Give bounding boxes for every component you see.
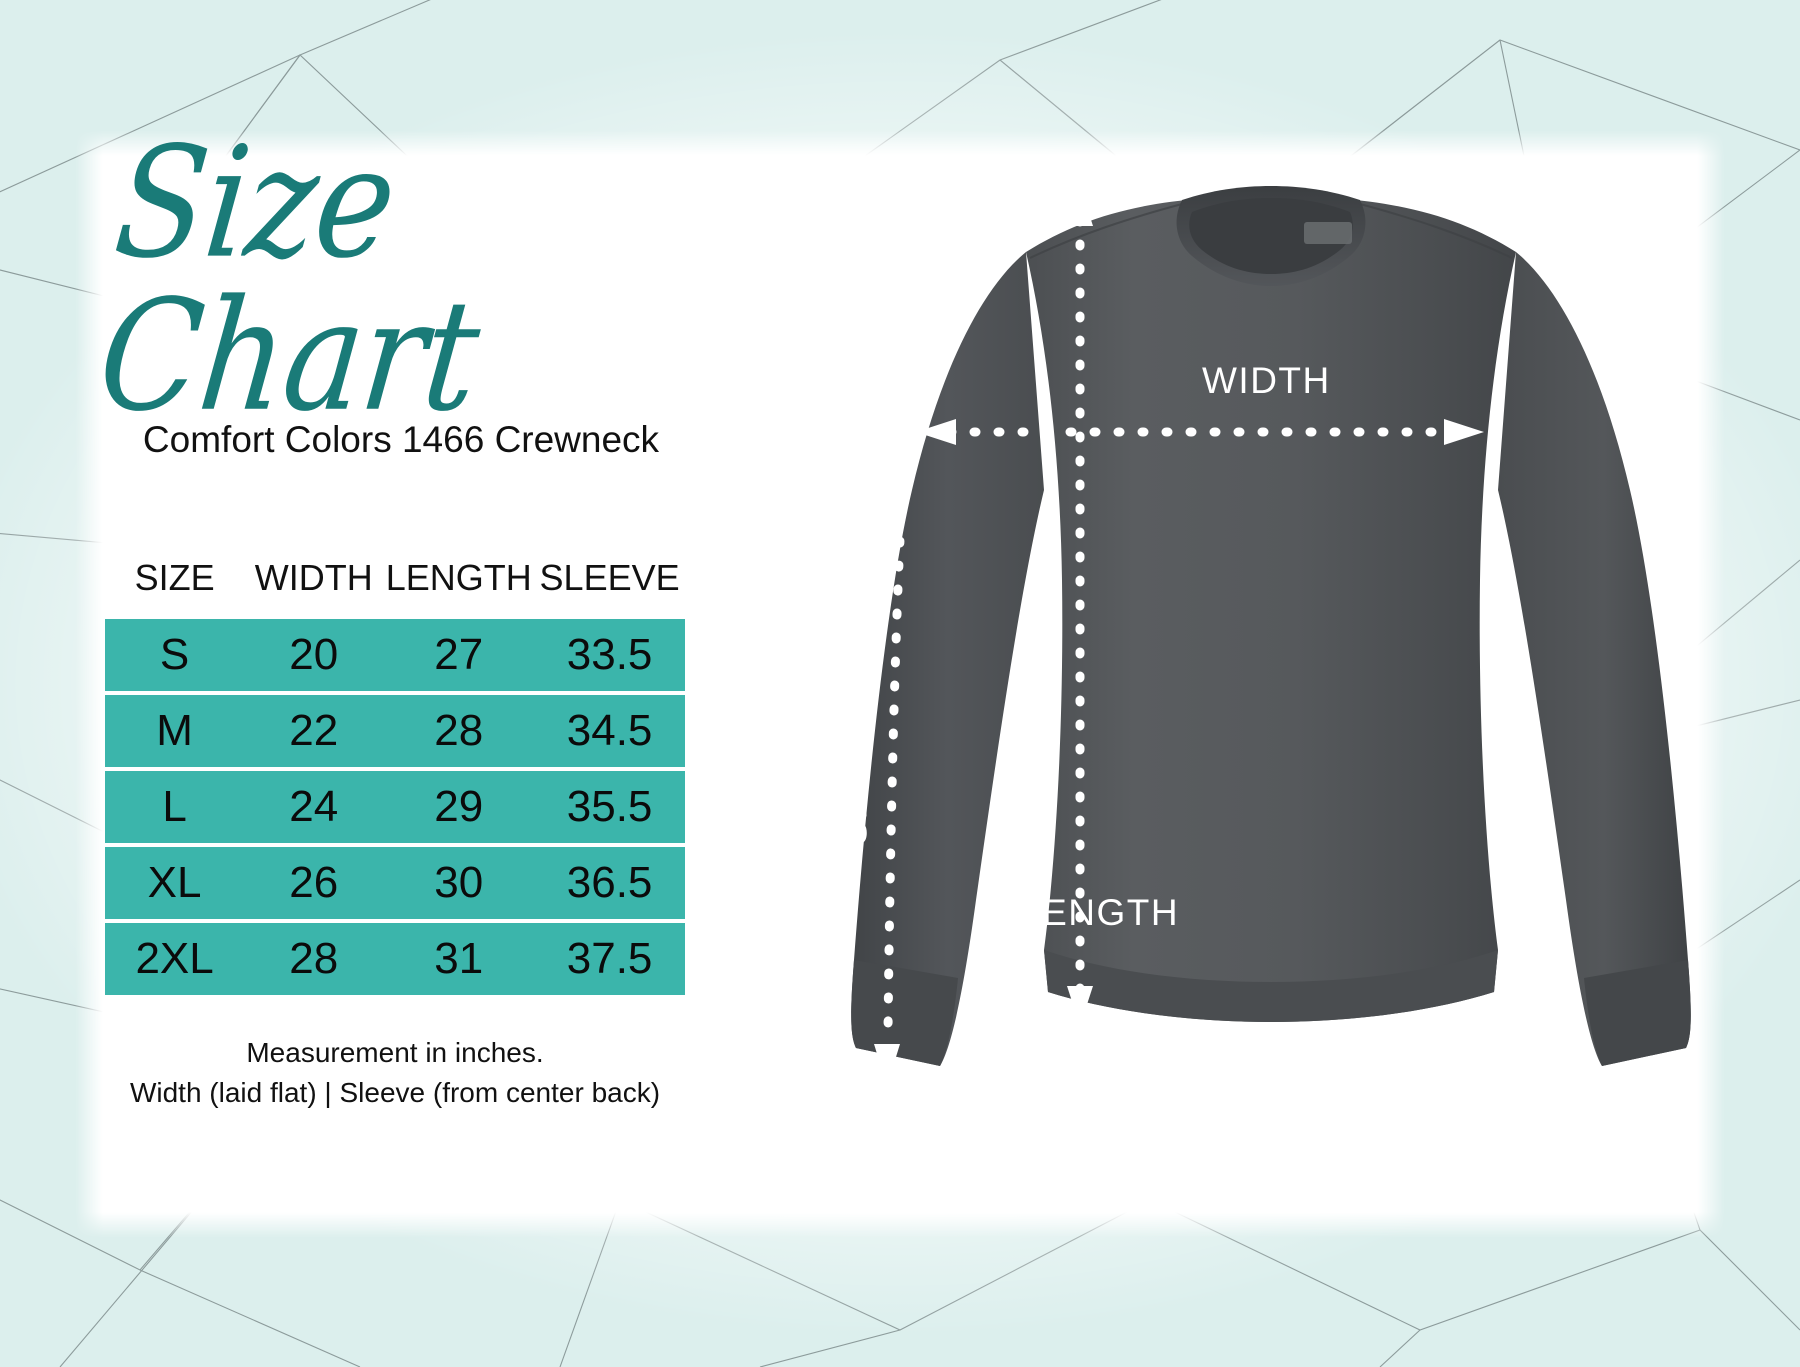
length-arrow-bottom xyxy=(1067,986,1093,1026)
cell-width: 26 xyxy=(244,847,384,919)
cell-sleeve: 37.5 xyxy=(534,923,685,995)
cell-width: 20 xyxy=(244,619,384,691)
measurement-footnote: Measurement in inches. Width (laid flat)… xyxy=(95,1033,695,1113)
column-header-length: LENGTH xyxy=(385,557,532,598)
cell-length: 30 xyxy=(383,847,535,919)
column-header-sleeve: SLEEVE xyxy=(539,557,680,598)
sweatshirt-svg xyxy=(851,186,1691,1086)
column-header-width: WIDTH xyxy=(254,557,373,598)
cell-size: L xyxy=(105,771,245,843)
page-title: Size Chart xyxy=(91,114,487,446)
left-sleeve xyxy=(851,252,1044,1066)
cell-size: XL xyxy=(105,847,245,919)
width-arrow-right xyxy=(1444,419,1484,445)
annotation-label-sleeve: SLEEVE xyxy=(833,692,875,846)
width-arrow-left xyxy=(916,419,956,445)
column-header-size: SIZE xyxy=(134,557,215,598)
cell-sleeve: 34.5 xyxy=(534,695,685,767)
product-subtitle: Comfort Colors 1466 Crewneck xyxy=(142,419,660,460)
cell-length: 29 xyxy=(383,771,535,843)
brand-tag xyxy=(1304,222,1352,244)
cell-length: 31 xyxy=(383,923,535,995)
cell-size: 2XL xyxy=(105,923,245,995)
annotation-label-length: LENGTH xyxy=(1020,892,1180,933)
cell-sleeve: 33.5 xyxy=(534,619,685,691)
left-cuff xyxy=(851,960,958,1066)
chart-info-panel: Size Chart Comfort Colors 1466 Crewneck … xyxy=(92,114,795,1175)
right-cuff xyxy=(1584,960,1691,1066)
cell-width: 24 xyxy=(244,771,384,843)
table-row: XL 26 30 36.5 xyxy=(105,847,685,919)
annotation-label-width: WIDTH xyxy=(1202,360,1331,401)
sweatshirt-body xyxy=(1026,196,1516,1022)
cell-width: 22 xyxy=(244,695,384,767)
sleeve-dotted-arm xyxy=(883,273,925,1035)
sleeve-arrow-bottom xyxy=(874,1044,900,1086)
size-measurements-table: SIZE WIDTH LENGTH SLEEVE S 20 27 33.5 M … xyxy=(105,553,685,999)
table-header-row: SIZE WIDTH LENGTH SLEEVE xyxy=(105,557,685,615)
right-sleeve xyxy=(1498,252,1691,1066)
sleeve-dotted-shoulder xyxy=(921,203,1063,275)
table-row: L 24 29 35.5 xyxy=(105,771,685,843)
cell-size: S xyxy=(105,619,245,691)
cell-sleeve: 35.5 xyxy=(534,771,685,843)
cell-length: 28 xyxy=(383,695,535,767)
cell-length: 27 xyxy=(383,619,535,691)
table-row: M 22 28 34.5 xyxy=(105,695,685,767)
footnote-line-2: Width (laid flat) | Sleeve (from center … xyxy=(129,1076,661,1108)
table-row: S 20 27 33.5 xyxy=(105,619,685,691)
bottom-hem xyxy=(1044,950,1498,1022)
collar-inner xyxy=(1189,198,1353,274)
table-row: 2XL 28 31 37.5 xyxy=(105,923,685,995)
cell-size: M xyxy=(105,695,245,767)
footnote-line-1: Measurement in inches. xyxy=(246,1037,544,1068)
garment-illustration: WIDTH LENGTH SLEEVE xyxy=(830,160,1710,1180)
sleeve-arrow-top xyxy=(1042,192,1082,226)
cell-width: 28 xyxy=(244,923,384,995)
cell-sleeve: 36.5 xyxy=(534,847,685,919)
length-arrow-top xyxy=(1067,186,1093,226)
